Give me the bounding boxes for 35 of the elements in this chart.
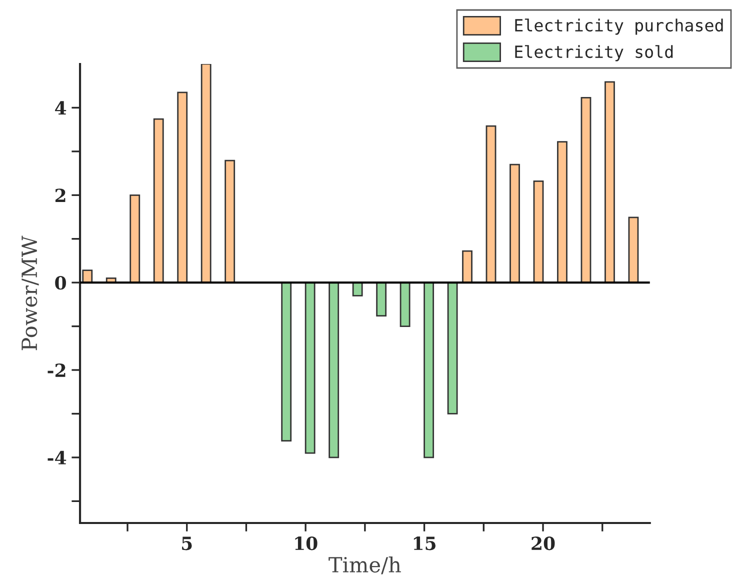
bar — [400, 282, 410, 327]
x-tick-label: 10 — [295, 536, 318, 550]
bar — [328, 282, 340, 458]
legend-label: Electricity sold — [515, 45, 673, 62]
bar — [462, 250, 472, 284]
bar — [628, 216, 639, 284]
y-tick-label: 2 — [55, 188, 66, 202]
bar — [486, 125, 496, 284]
x-tick-label: 20 — [532, 536, 555, 550]
bar — [376, 282, 387, 316]
bar — [447, 282, 458, 414]
y-axis-title: Power/MW — [22, 236, 39, 350]
x-tick-label: 5 — [182, 536, 192, 550]
bar — [604, 81, 615, 284]
x-tick-label: 15 — [414, 536, 436, 550]
y-tick-label: 0 — [55, 276, 66, 290]
bar — [510, 164, 520, 284]
y-tick-label: -2 — [48, 363, 66, 377]
bar — [580, 96, 592, 284]
y-tick-label: 4 — [55, 101, 66, 115]
bar — [533, 180, 544, 284]
bar — [200, 64, 212, 284]
legend-label: Electricity purchased — [515, 18, 723, 35]
bar — [424, 282, 434, 458]
bar — [557, 141, 568, 284]
bar — [130, 194, 140, 284]
bar — [177, 92, 188, 284]
bar — [281, 282, 292, 442]
bar — [304, 282, 316, 454]
bar — [153, 118, 164, 284]
x-axis-title: Time/h — [328, 556, 401, 574]
bar — [224, 160, 236, 284]
y-tick-label: -4 — [48, 450, 66, 464]
bar — [352, 282, 363, 296]
bar — [82, 270, 93, 284]
